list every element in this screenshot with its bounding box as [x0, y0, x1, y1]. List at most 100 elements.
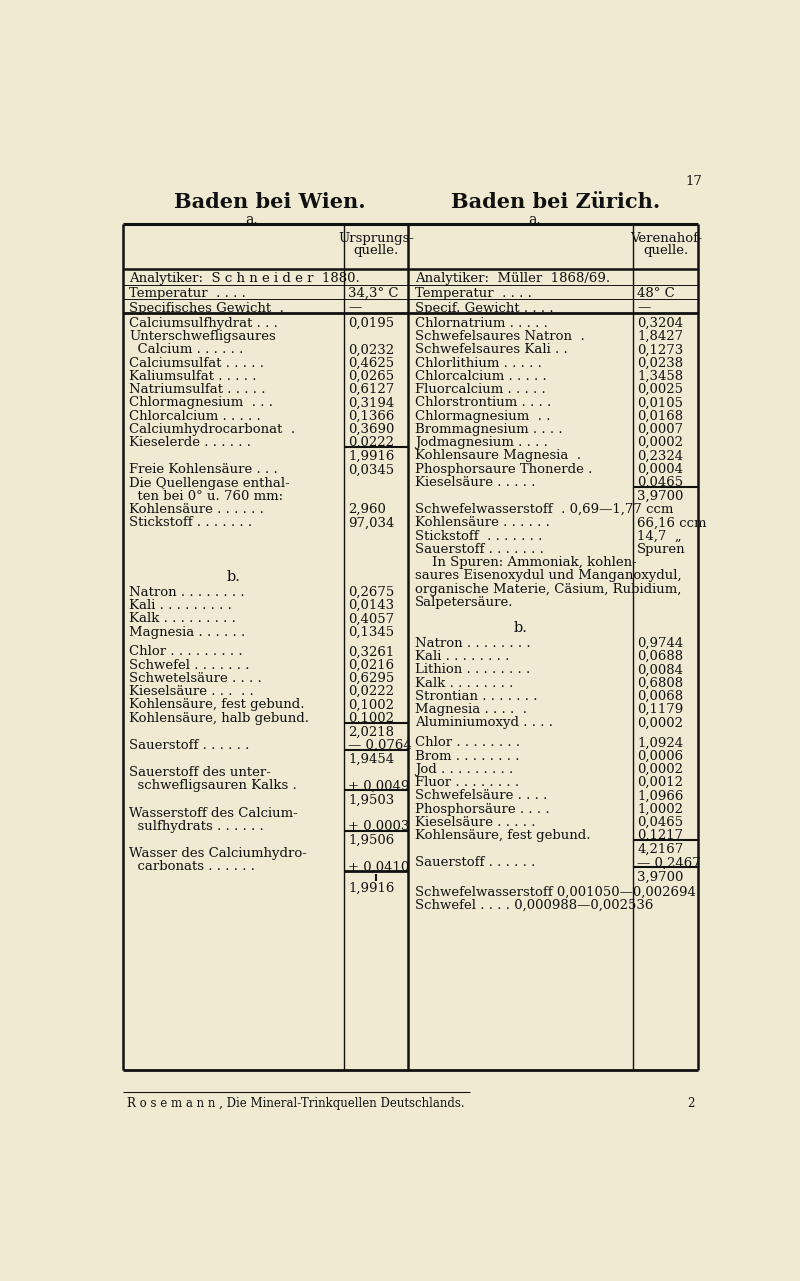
Text: Kieselsäure . . . . .: Kieselsäure . . . . . — [414, 816, 535, 829]
Text: Die Quellengase enthal-: Die Quellengase enthal- — [130, 477, 290, 489]
Text: 0,0232: 0,0232 — [348, 343, 394, 356]
Text: 17: 17 — [685, 175, 702, 188]
Text: Kohlensäure, halb gebund.: Kohlensäure, halb gebund. — [130, 712, 310, 725]
Text: 14,7  „: 14,7 „ — [637, 529, 682, 543]
Text: Chlorcalcium . . . . .: Chlorcalcium . . . . . — [130, 410, 261, 423]
Text: Temperatur  . . . .: Temperatur . . . . — [414, 287, 531, 300]
Text: 0,0216: 0,0216 — [348, 658, 394, 671]
Text: 0,6295: 0,6295 — [348, 673, 394, 685]
Text: 0,0265: 0,0265 — [348, 370, 394, 383]
Text: 0,0105: 0,0105 — [637, 396, 683, 410]
Text: 0,1179: 0,1179 — [637, 703, 683, 716]
Text: Schwefelsäure . . . .: Schwefelsäure . . . . — [414, 789, 547, 802]
Text: —: — — [348, 301, 362, 315]
Text: Schwefelwasserstoff 0,001050—0,002694: Schwefelwasserstoff 0,001050—0,002694 — [414, 886, 695, 899]
Text: Kalk . . . . . . . . .: Kalk . . . . . . . . . — [130, 612, 236, 625]
Text: 4,2167: 4,2167 — [637, 843, 683, 856]
Text: 0,0068: 0,0068 — [637, 690, 683, 703]
Text: 0,4625: 0,4625 — [348, 356, 394, 370]
Text: b.: b. — [226, 570, 240, 584]
Text: Schwefel . . . . . . .: Schwefel . . . . . . . — [130, 658, 250, 671]
Text: Schwefelwasserstoff  . 0,69—1,77 ccm: Schwefelwasserstoff . 0,69—1,77 ccm — [414, 503, 673, 516]
Text: Kali . . . . . . . . .: Kali . . . . . . . . . — [130, 600, 232, 612]
Text: Brommagnesium . . . .: Brommagnesium . . . . — [414, 423, 562, 436]
Text: 0,6808: 0,6808 — [637, 676, 683, 689]
Text: ten bei 0° u. 760 mm:: ten bei 0° u. 760 mm: — [130, 489, 283, 503]
Text: Brom . . . . . . . .: Brom . . . . . . . . — [414, 749, 519, 762]
Text: Sauerstoff . . . . . . .: Sauerstoff . . . . . . . — [414, 543, 543, 556]
Text: Chlorlithium . . . . .: Chlorlithium . . . . . — [414, 356, 542, 370]
Text: R o s e m a n n , Die Mineral-Trinkquellen Deutschlands.: R o s e m a n n , Die Mineral-Trinkquell… — [127, 1097, 465, 1109]
Text: 0,0222: 0,0222 — [348, 436, 394, 450]
Text: Kohlensäure . . . . . .: Kohlensäure . . . . . . — [130, 503, 264, 516]
Text: 2: 2 — [687, 1097, 694, 1109]
Text: Fluor . . . . . . . .: Fluor . . . . . . . . — [414, 776, 518, 789]
Text: 0,0025: 0,0025 — [637, 383, 683, 396]
Text: 0,0002: 0,0002 — [637, 762, 683, 776]
Text: 0,0007: 0,0007 — [637, 423, 683, 436]
Text: Phosphorsäure . . . .: Phosphorsäure . . . . — [414, 802, 550, 816]
Text: Magnesia . . . . . .: Magnesia . . . . . . — [130, 625, 246, 638]
Text: Kohlensäure, fest gebund.: Kohlensäure, fest gebund. — [130, 698, 305, 711]
Text: Schwefelsaures Kali . .: Schwefelsaures Kali . . — [414, 343, 567, 356]
Text: Lithion . . . . . . . .: Lithion . . . . . . . . — [414, 664, 530, 676]
Text: 0,3261: 0,3261 — [348, 646, 394, 658]
Text: Wasserstoff des Calcium-: Wasserstoff des Calcium- — [130, 807, 298, 820]
Text: Magnesia . . . .  .: Magnesia . . . . . — [414, 703, 526, 716]
Text: Schwefel . . . . 0,000988—0,002536: Schwefel . . . . 0,000988—0,002536 — [414, 899, 653, 912]
Text: Analytiker:  Müller  1868/69.: Analytiker: Müller 1868/69. — [414, 273, 610, 286]
Text: Schwefelsaures Natron  .: Schwefelsaures Natron . — [414, 330, 585, 343]
Text: —: — — [637, 301, 650, 315]
Text: Spuren: Spuren — [637, 543, 686, 556]
Text: 1,9916: 1,9916 — [348, 881, 394, 894]
Text: Temperatur  . . . .: Temperatur . . . . — [130, 287, 246, 300]
Text: 34,3° C: 34,3° C — [348, 287, 398, 300]
Text: quelle.: quelle. — [643, 243, 688, 256]
Text: Sauerstoff . . . . . .: Sauerstoff . . . . . . — [130, 739, 250, 752]
Text: Sauerstoff . . . . . .: Sauerstoff . . . . . . — [414, 856, 535, 870]
Text: 1,9503: 1,9503 — [348, 793, 394, 807]
Text: saures Eisenoxydul und Manganoxydul,: saures Eisenoxydul und Manganoxydul, — [414, 569, 682, 583]
Text: Wasser des Calciumhydro-: Wasser des Calciumhydro- — [130, 847, 307, 860]
Text: Kaliumsulfat . . . . .: Kaliumsulfat . . . . . — [130, 370, 257, 383]
Text: 0,1217: 0,1217 — [637, 829, 683, 842]
Text: Unterschwefligsaures: Unterschwefligsaures — [130, 330, 276, 343]
Text: 1,9506: 1,9506 — [348, 834, 394, 847]
Text: Jod . . . . . . . . .: Jod . . . . . . . . . — [414, 762, 513, 776]
Text: Phosphorsaure Thonerde .: Phosphorsaure Thonerde . — [414, 462, 592, 475]
Text: 0,0238: 0,0238 — [637, 356, 683, 370]
Text: 0,6127: 0,6127 — [348, 383, 394, 396]
Text: 0,0002: 0,0002 — [637, 716, 683, 729]
Text: Calciumhydrocarbonat  .: Calciumhydrocarbonat . — [130, 423, 295, 436]
Text: Kohlensaure Magnesia  .: Kohlensaure Magnesia . — [414, 450, 581, 462]
Text: 0,3690: 0,3690 — [348, 423, 394, 436]
Text: Specif. Gewicht . . . .: Specif. Gewicht . . . . — [414, 301, 554, 315]
Text: 0,0465: 0,0465 — [637, 475, 683, 489]
Text: Kohlensäure . . . . . .: Kohlensäure . . . . . . — [414, 516, 550, 529]
Text: Salpetersäure.: Salpetersäure. — [414, 596, 513, 608]
Text: Analytiker:  S c h n e i d e r  1880.: Analytiker: S c h n e i d e r 1880. — [130, 273, 360, 286]
Text: 0,3194: 0,3194 — [348, 396, 394, 410]
Text: Calcium . . . . . .: Calcium . . . . . . — [130, 343, 244, 356]
Text: sulfhydrats . . . . . .: sulfhydrats . . . . . . — [130, 820, 264, 833]
Text: b.: b. — [514, 621, 528, 634]
Text: Chlor . . . . . . . .: Chlor . . . . . . . . — [414, 737, 520, 749]
Text: Stickstoff . . . . . . .: Stickstoff . . . . . . . — [130, 516, 253, 529]
Text: Schwetelsäure . . . .: Schwetelsäure . . . . — [130, 673, 262, 685]
Text: Natron . . . . . . . .: Natron . . . . . . . . — [414, 637, 530, 649]
Text: 0,0002: 0,0002 — [637, 436, 683, 450]
Text: 3,9700: 3,9700 — [637, 489, 683, 503]
Text: carbonats . . . . . .: carbonats . . . . . . — [130, 861, 255, 874]
Text: 1,3458: 1,3458 — [637, 370, 683, 383]
Text: 48° C: 48° C — [637, 287, 675, 300]
Text: Chlorstrontium . . . .: Chlorstrontium . . . . — [414, 396, 551, 410]
Text: Stickstoff  . . . . . . .: Stickstoff . . . . . . . — [414, 529, 542, 543]
Text: organische Materie, Cäsium, Rubidium,: organische Materie, Cäsium, Rubidium, — [414, 583, 681, 596]
Text: 0,1366: 0,1366 — [348, 410, 394, 423]
Text: a.: a. — [245, 213, 258, 227]
Text: schwefligsauren Kalks .: schwefligsauren Kalks . — [130, 779, 298, 793]
Text: + 0,0049: + 0,0049 — [348, 779, 410, 793]
Text: Kalk . . . . . . . .: Kalk . . . . . . . . — [414, 676, 513, 689]
Text: Chlormagnesium  . .: Chlormagnesium . . — [414, 410, 550, 423]
Text: 1,0924: 1,0924 — [637, 737, 683, 749]
